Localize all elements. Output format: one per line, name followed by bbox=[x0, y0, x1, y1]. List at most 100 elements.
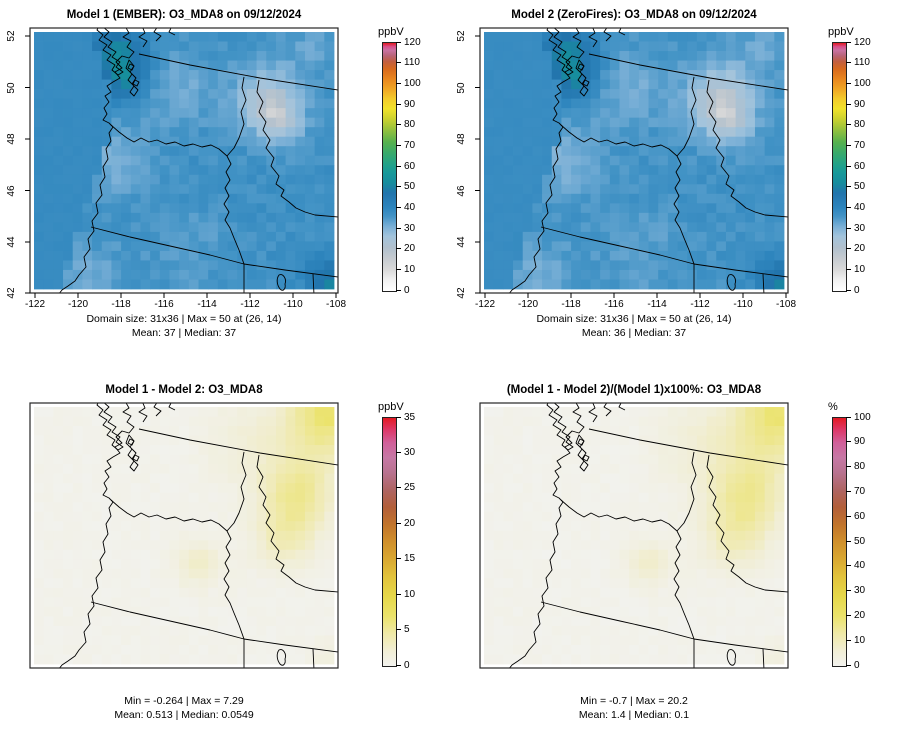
x-axis-tick-label: -118 bbox=[111, 299, 131, 310]
y-axis-tick-label: 52 bbox=[6, 30, 17, 42]
colorbar-tick-mark bbox=[846, 540, 851, 542]
colorbar-gradient bbox=[382, 42, 397, 292]
colorbar-tick-mark bbox=[846, 565, 851, 567]
colorbar-unit-label: ppbV bbox=[378, 401, 404, 413]
y-axis-tick-label: 46 bbox=[456, 184, 467, 197]
stats-line-1: Domain size: 31x36 | Max = 50 at (26, 14… bbox=[86, 313, 282, 325]
colorbar-tick-mark bbox=[396, 268, 401, 270]
colorbar-tick-mark bbox=[846, 124, 851, 126]
colorbar-tick-label: 20 bbox=[854, 243, 866, 255]
colorbar-tick-mark bbox=[396, 227, 401, 229]
colorbar-percent-difference: % 0 10 20 30 40 50 60 70 80 90 100 bbox=[826, 401, 898, 679]
y-axis-tick-label: 52 bbox=[456, 30, 467, 42]
colorbar-tick-label: 30 bbox=[854, 222, 866, 234]
colorbar-tick-mark bbox=[396, 664, 401, 666]
x-axis-tick-label: -120 bbox=[67, 299, 88, 310]
colorbar-tick-mark bbox=[846, 206, 851, 208]
colorbar-tick-mark bbox=[396, 41, 401, 43]
map-model2 bbox=[475, 27, 789, 298]
panel-percent-difference: (Model 1 - Model 2)/(Model 1)x100%: O3_M… bbox=[450, 375, 900, 750]
colorbar-tick-label: 100 bbox=[404, 77, 421, 89]
y-axis-tick-label: 50 bbox=[456, 81, 467, 94]
map-percent-difference bbox=[479, 402, 789, 669]
x-axis-tick-label: -112 bbox=[690, 299, 710, 310]
map-difference bbox=[29, 402, 339, 669]
colorbar-tick-mark bbox=[846, 441, 851, 443]
x-axis-tick-label: -120 bbox=[517, 299, 538, 310]
x-axis-tick-label: -112 bbox=[240, 299, 260, 310]
panel-title: Model 1 (EMBER): O3_MDA8 on 09/12/2024 bbox=[66, 9, 302, 21]
colorbar-tick-mark bbox=[846, 490, 851, 492]
colorbar-tick-label: 40 bbox=[854, 560, 866, 572]
colorbar-tick-mark bbox=[396, 144, 401, 146]
colorbar-tick-label: 0 bbox=[854, 284, 860, 296]
stats-line-2: Mean: 37 | Median: 37 bbox=[131, 326, 237, 339]
colorbar-tick-label: 80 bbox=[854, 119, 866, 131]
colorbar-tick-mark bbox=[396, 416, 401, 418]
colorbar-tick-mark bbox=[846, 639, 851, 641]
colorbar-tick-mark bbox=[846, 416, 851, 418]
colorbar-tick-label: 90 bbox=[854, 98, 866, 110]
colorbar-tick-mark bbox=[846, 186, 851, 188]
y-axis-tick-label: 50 bbox=[6, 81, 17, 94]
colorbar-unit-label: ppbV bbox=[378, 26, 404, 38]
colorbar-tick-label: 20 bbox=[854, 609, 866, 621]
colorbar-tick-label: 70 bbox=[854, 485, 866, 497]
colorbar-tick-mark bbox=[396, 248, 401, 250]
colorbar-tick-label: 50 bbox=[854, 181, 866, 193]
x-axis-tick-label: -110 bbox=[733, 299, 753, 310]
colorbar-tick-mark bbox=[846, 614, 851, 616]
y-axis-tick-label: 42 bbox=[6, 287, 17, 299]
colorbar-tick-mark bbox=[846, 466, 851, 468]
colorbar-tick-mark bbox=[846, 515, 851, 517]
colorbar-tick-label: 35 bbox=[404, 411, 416, 423]
colorbar-tick-mark bbox=[846, 248, 851, 250]
colorbar-tick-label: 30 bbox=[404, 222, 416, 234]
colorbar-tick-label: 70 bbox=[854, 139, 866, 151]
colorbar-tick-label: 10 bbox=[854, 634, 866, 646]
colorbar-model2: ppbV 0 10 20 30 40 50 60 70 80 90 100 110 120 bbox=[826, 26, 898, 304]
panel-title: Model 2 (ZeroFires): O3_MDA8 on 09/12/20… bbox=[511, 9, 757, 21]
x-axis-tick-label: -116 bbox=[604, 299, 624, 310]
colorbar-tick-label: 60 bbox=[854, 510, 866, 522]
map-model1 bbox=[25, 27, 339, 298]
colorbar-model1: ppbV 0 10 20 30 40 50 60 70 80 90 100 110 120 bbox=[376, 26, 448, 304]
colorbar-tick-mark bbox=[846, 144, 851, 146]
x-axis-tick-label: -122 bbox=[474, 299, 495, 310]
colorbar-tick-mark bbox=[396, 487, 401, 489]
colorbar-tick-label: 120 bbox=[854, 36, 871, 48]
colorbar-tick-mark bbox=[846, 41, 851, 43]
colorbar-tick-mark bbox=[396, 124, 401, 126]
colorbar-tick-label: 5 bbox=[404, 624, 410, 636]
colorbar-tick-label: 40 bbox=[854, 201, 866, 213]
colorbar-tick-label: 60 bbox=[854, 160, 866, 172]
colorbar-tick-mark bbox=[396, 593, 401, 595]
colorbar-tick-mark bbox=[846, 103, 851, 105]
colorbar-unit-label: ppbV bbox=[828, 26, 854, 38]
x-axis-tick-label: -114 bbox=[647, 299, 667, 310]
panel-difference: Model 1 - Model 2: O3_MDA8 ppbV 0 5 10 15 20… bbox=[0, 375, 450, 750]
colorbar-tick-label: 0 bbox=[854, 659, 860, 671]
stats-line-2: Mean: 0.513 | Median: 0.0549 bbox=[114, 708, 254, 721]
colorbar-tick-label: 70 bbox=[404, 139, 416, 151]
colorbar-tick-label: 80 bbox=[404, 119, 416, 131]
stats-line-2: Mean: 1.4 | Median: 0.1 bbox=[578, 708, 690, 721]
colorbar-tick-mark bbox=[396, 558, 401, 560]
stats-line-1: Domain size: 31x36 | Max = 50 at (26, 14… bbox=[536, 313, 732, 325]
colorbar-tick-mark bbox=[396, 82, 401, 84]
colorbar-tick-label: 10 bbox=[404, 588, 416, 600]
colorbar-tick-label: 0 bbox=[404, 284, 410, 296]
x-axis-tick-label: -108 bbox=[325, 299, 346, 310]
y-axis-tick-label: 46 bbox=[6, 184, 17, 197]
colorbar-gradient bbox=[832, 417, 847, 667]
y-axis-tick-label: 44 bbox=[6, 236, 17, 248]
colorbar-tick-mark bbox=[396, 451, 401, 453]
x-axis-tick-label: -114 bbox=[197, 299, 217, 310]
colorbar-tick-label: 50 bbox=[854, 535, 866, 547]
colorbar-tick-mark bbox=[396, 629, 401, 631]
colorbar-tick-label: 20 bbox=[404, 517, 416, 529]
colorbar-tick-mark bbox=[846, 227, 851, 229]
colorbar-tick-label: 30 bbox=[854, 585, 866, 597]
colorbar-tick-label: 100 bbox=[854, 411, 871, 423]
